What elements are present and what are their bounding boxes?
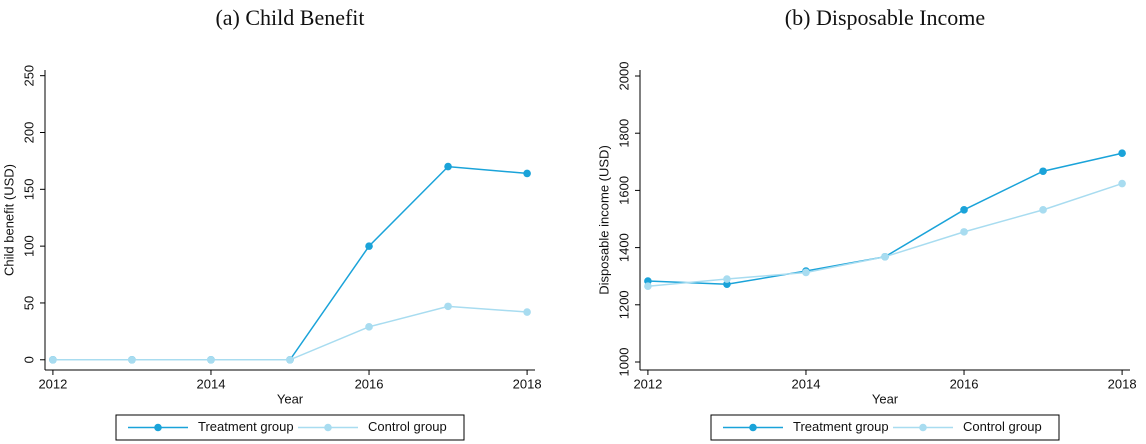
legend-label: Control group [368,419,447,434]
legend-label: Treatment group [198,419,294,434]
legend-label: Control group [963,419,1042,434]
x-tick-label: 2012 [633,376,662,391]
data-point [723,275,731,283]
x-axis-label: Year [277,391,304,406]
y-tick-label: 0 [21,356,36,363]
y-tick-label: 150 [21,178,36,200]
x-tick-label: 2016 [950,376,979,391]
series-line [52,165,528,361]
data-point [286,355,294,364]
data-point [802,268,810,277]
x-tick-label: 2012 [38,376,67,391]
legend-box [115,414,465,441]
series-line [52,305,528,361]
legend-marker [749,423,757,432]
x-tick-label: 2016 [355,376,384,391]
chart-title: (a) Child Benefit [215,5,364,30]
legend-label: Treatment group [793,419,889,434]
data-point [1039,206,1047,214]
y-tick-label: 250 [21,65,36,87]
data-point [444,162,452,171]
y-tick-label: 1600 [616,176,631,205]
data-point [1039,167,1047,176]
x-tick-label: 2018 [1108,376,1137,391]
x-tick-label: 2014 [197,376,226,391]
x-axis-label: Year [872,391,899,406]
legend-marker [919,423,927,432]
chart-title: (b) Disposable Income [785,5,985,30]
y-tick-label: 100 [21,235,36,257]
x-tick-label: 2018 [513,376,542,391]
y-axis-label: Disposable income (USD) [596,145,611,295]
data-point [644,282,652,291]
data-point [365,242,373,250]
legend-box [710,414,1060,441]
data-point [128,355,136,364]
data-point [365,323,373,331]
y-tick-label: 1000 [616,348,631,377]
y-axis-label: Child benefit (USD) [1,164,16,276]
y-tick-label: 200 [21,122,36,144]
data-point [523,169,531,178]
data-point [523,308,531,316]
y-tick-label: 1800 [616,119,631,148]
y-tick-label: 1200 [616,290,631,319]
data-point [1118,179,1126,188]
series-line [647,152,1123,285]
y-tick-label: 1400 [616,233,631,262]
series-line [647,182,1123,287]
data-point [960,228,968,236]
data-point [881,252,889,261]
data-point [960,206,968,214]
legend-marker [154,423,162,432]
data-point [49,355,57,364]
x-tick-label: 2014 [792,376,821,391]
y-tick-label: 2000 [616,62,631,91]
data-point [444,302,452,311]
legend-marker [324,423,332,432]
y-tick-label: 50 [21,296,36,310]
data-point [1118,149,1126,158]
data-point [207,355,215,364]
